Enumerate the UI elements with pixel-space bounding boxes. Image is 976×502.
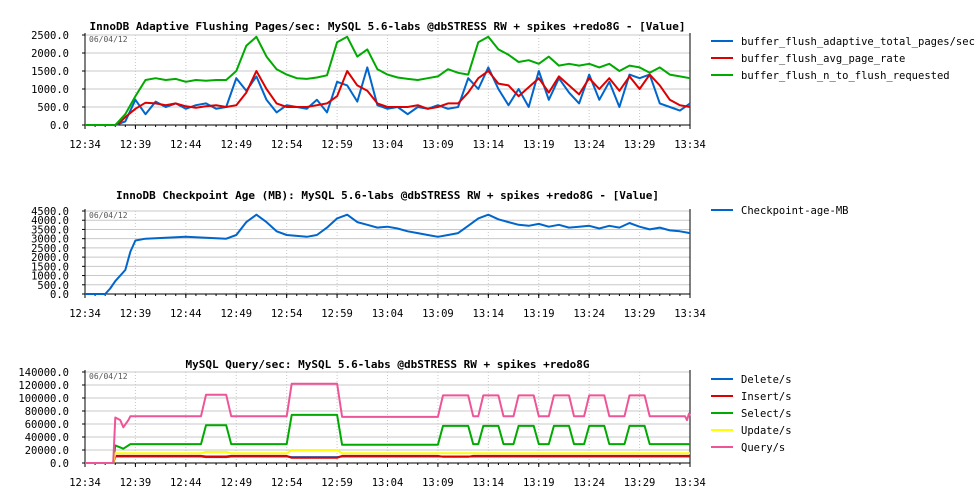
x-tick-label: 12:39 <box>120 139 152 151</box>
x-tick-label: 13:04 <box>372 139 404 151</box>
y-tick-label: 0.0 <box>50 120 69 132</box>
y-tick-label: 140000.0 <box>18 367 69 379</box>
x-tick-label: 12:34 <box>69 477 101 489</box>
x-tick-label: 12:34 <box>69 308 101 320</box>
x-tick-label: 13:09 <box>422 477 454 489</box>
y-tick-label: 500.0 <box>37 280 69 292</box>
y-tick-label: 100000.0 <box>18 393 69 405</box>
x-tick-label: 12:44 <box>170 308 202 320</box>
x-tick-label: 12:44 <box>170 139 202 151</box>
legend-entry: Delete/s <box>741 374 792 386</box>
x-tick-label: 13:24 <box>573 477 605 489</box>
series-line <box>85 213 691 295</box>
x-tick-label: 13:34 <box>674 308 706 320</box>
y-tick-label: 1000.0 <box>31 84 69 96</box>
y-tick-label: 1000.0 <box>31 271 69 283</box>
x-tick-label: 13:04 <box>372 308 404 320</box>
x-tick-label: 13:19 <box>523 308 555 320</box>
y-tick-label: 1500.0 <box>31 66 69 78</box>
x-tick-label: 12:44 <box>170 477 202 489</box>
x-tick-label: 12:49 <box>220 139 252 151</box>
x-tick-label: 13:14 <box>473 308 505 320</box>
series-line <box>85 413 690 464</box>
x-tick-label: 13:24 <box>573 308 605 320</box>
y-tick-label: 60000.0 <box>25 419 69 431</box>
series-line <box>85 35 691 126</box>
x-tick-label: 12:59 <box>321 139 353 151</box>
y-tick-label: 120000.0 <box>18 380 69 392</box>
date-label: 06/04/12 <box>89 35 128 44</box>
series-line <box>85 382 691 464</box>
x-tick-label: 13:09 <box>422 308 454 320</box>
legend-entry: buffer_flush_n_to_flush_requested <box>741 70 950 82</box>
y-tick-label: 20000.0 <box>25 445 69 457</box>
legend-entry: buffer_flush_avg_page_rate <box>741 53 905 65</box>
y-tick-label: 0.0 <box>50 458 69 470</box>
x-tick-label: 12:54 <box>271 139 303 151</box>
x-tick-label: 12:39 <box>120 477 152 489</box>
legend-entry: Checkpoint-age-MB <box>741 205 848 217</box>
chart-title: MySQL Query/sec: MySQL 5.6-labs @dbSTRES… <box>186 358 590 371</box>
y-tick-label: 40000.0 <box>25 432 69 444</box>
y-tick-label: 4500.0 <box>31 206 69 218</box>
legend-entry: Insert/s <box>741 391 792 403</box>
y-tick-label: 2000.0 <box>31 252 69 264</box>
y-tick-label: 1500.0 <box>31 261 69 273</box>
x-tick-label: 13:04 <box>372 477 404 489</box>
x-tick-label: 13:19 <box>523 139 555 151</box>
chart-title: InnoDB Adaptive Flushing Pages/sec: MySQ… <box>89 20 685 33</box>
chart-2: InnoDB Checkpoint Age (MB): MySQL 5.6-la… <box>31 189 848 320</box>
x-tick-label: 13:34 <box>674 477 706 489</box>
chart-title: InnoDB Checkpoint Age (MB): MySQL 5.6-la… <box>116 189 659 202</box>
x-tick-label: 12:34 <box>69 139 101 151</box>
chart-1: InnoDB Adaptive Flushing Pages/sec: MySQ… <box>31 20 975 151</box>
date-label: 06/04/12 <box>89 372 128 381</box>
x-tick-label: 13:19 <box>523 477 555 489</box>
y-tick-label: 80000.0 <box>25 406 69 418</box>
x-tick-label: 13:29 <box>624 477 656 489</box>
x-tick-label: 13:34 <box>674 139 706 151</box>
y-tick-label: 2000.0 <box>31 48 69 60</box>
x-tick-label: 12:59 <box>321 477 353 489</box>
y-tick-label: 2500.0 <box>31 243 69 255</box>
x-tick-label: 12:49 <box>220 308 252 320</box>
y-tick-label: 3500.0 <box>31 224 69 236</box>
y-tick-label: 3000.0 <box>31 234 69 246</box>
legend-entry: Select/s <box>741 408 792 420</box>
legend-entry: Update/s <box>741 425 792 437</box>
legend-entry: Query/s <box>741 442 785 454</box>
x-tick-label: 12:39 <box>120 308 152 320</box>
x-tick-label: 13:09 <box>422 139 454 151</box>
x-tick-label: 12:54 <box>271 477 303 489</box>
x-tick-label: 13:29 <box>624 139 656 151</box>
legend-entry: buffer_flush_adaptive_total_pages/sec <box>741 36 975 48</box>
series-line <box>85 70 691 126</box>
x-tick-label: 13:24 <box>573 139 605 151</box>
x-tick-label: 13:29 <box>624 308 656 320</box>
y-tick-label: 2500.0 <box>31 30 69 42</box>
x-tick-label: 12:54 <box>271 308 303 320</box>
x-tick-label: 12:49 <box>220 477 252 489</box>
y-tick-label: 4000.0 <box>31 215 69 227</box>
date-label: 06/04/12 <box>89 211 128 220</box>
y-tick-label: 0.0 <box>50 289 69 301</box>
x-tick-label: 12:59 <box>321 308 353 320</box>
x-tick-label: 13:14 <box>473 477 505 489</box>
series-line <box>85 454 690 464</box>
y-tick-label: 500.0 <box>37 102 69 114</box>
series-line <box>85 449 690 464</box>
chart-3: MySQL Query/sec: MySQL 5.6-labs @dbSTRES… <box>18 358 791 489</box>
x-tick-label: 13:14 <box>473 139 505 151</box>
